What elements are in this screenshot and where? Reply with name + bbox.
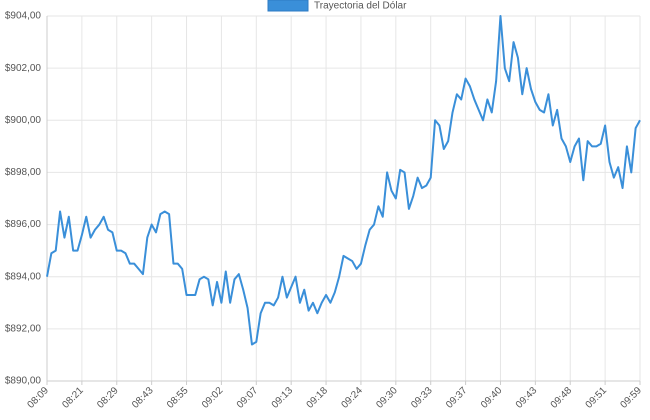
- x-tick-label: 09:13: [270, 385, 296, 411]
- x-tick-label: 08:43: [130, 385, 156, 411]
- y-tick-label: $898,00: [5, 167, 42, 178]
- x-tick-label: 09:18: [305, 385, 331, 411]
- x-tick-label: 08:09: [26, 385, 52, 411]
- x-tick-label: 08:21: [60, 385, 86, 411]
- x-tick-label: 09:07: [235, 385, 261, 411]
- y-tick-label: $904,00: [5, 11, 42, 22]
- x-tick-label: 09:40: [479, 385, 505, 411]
- y-tick-label: $902,00: [5, 63, 42, 74]
- x-tick-label: 09:02: [200, 385, 226, 411]
- x-tick-label: 08:29: [95, 385, 121, 411]
- y-tick-label: $890,00: [5, 376, 42, 387]
- data-line: [46, 15, 641, 346]
- x-tick-label: 09:33: [409, 385, 435, 411]
- y-tick-label: $896,00: [5, 219, 42, 230]
- x-tick-label: 09:51: [584, 385, 610, 411]
- y-tick-label: $900,00: [5, 115, 42, 126]
- x-tick-label: 09:48: [549, 385, 575, 411]
- y-tick-label: $894,00: [5, 271, 42, 282]
- x-tick-label: 09:59: [619, 385, 645, 411]
- legend-swatch: [267, 0, 309, 12]
- y-tick-label: $892,00: [5, 323, 42, 334]
- x-tick-label: 09:43: [514, 385, 540, 411]
- legend-label: Trayectoria del Dólar: [314, 1, 407, 12]
- x-tick-label: 09:30: [374, 385, 400, 411]
- x-tick-label: 09:37: [444, 385, 470, 411]
- x-tick-label: 09:24: [339, 385, 365, 411]
- x-tick-label: 08:55: [165, 385, 191, 411]
